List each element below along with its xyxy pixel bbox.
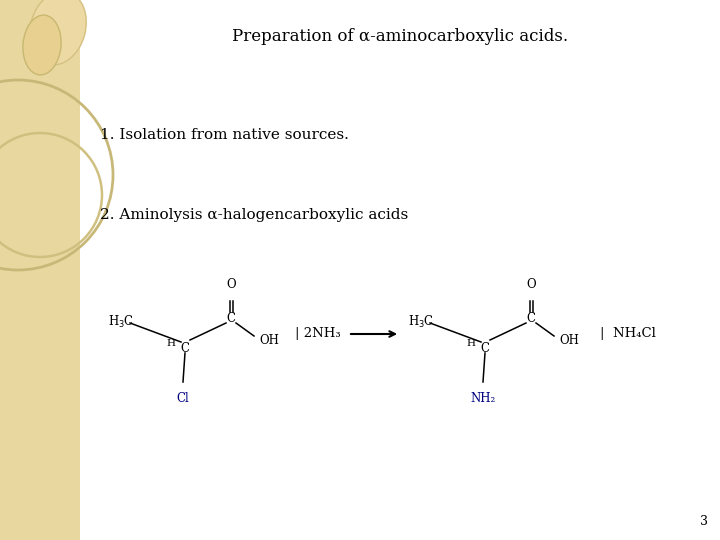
Text: |  NH₄Cl: | NH₄Cl — [600, 327, 656, 341]
Text: Preparation of α-aminocarboxylic acids.: Preparation of α-aminocarboxylic acids. — [232, 28, 568, 45]
Text: O: O — [226, 278, 236, 291]
Text: NH₂: NH₂ — [470, 392, 495, 405]
Text: C: C — [480, 342, 490, 355]
Ellipse shape — [23, 15, 61, 75]
Text: 2. Aminolysis α-halogencarboxylic acids: 2. Aminolysis α-halogencarboxylic acids — [100, 208, 408, 222]
Text: 3: 3 — [700, 515, 708, 528]
Text: C: C — [526, 313, 536, 326]
Text: Cl: Cl — [176, 392, 189, 405]
Text: H: H — [466, 339, 475, 348]
Text: OH: OH — [259, 334, 279, 347]
FancyBboxPatch shape — [0, 0, 80, 540]
Text: 1. Isolation from native sources.: 1. Isolation from native sources. — [100, 128, 349, 142]
Text: H$_3$C: H$_3$C — [108, 314, 134, 330]
Text: H: H — [166, 339, 175, 348]
Text: | 2NH₃: | 2NH₃ — [295, 327, 341, 341]
Text: C: C — [227, 313, 235, 326]
Text: C: C — [181, 342, 189, 355]
Text: H$_3$C: H$_3$C — [408, 314, 434, 330]
Text: OH: OH — [559, 334, 579, 347]
Text: O: O — [526, 278, 536, 291]
Ellipse shape — [30, 0, 86, 65]
